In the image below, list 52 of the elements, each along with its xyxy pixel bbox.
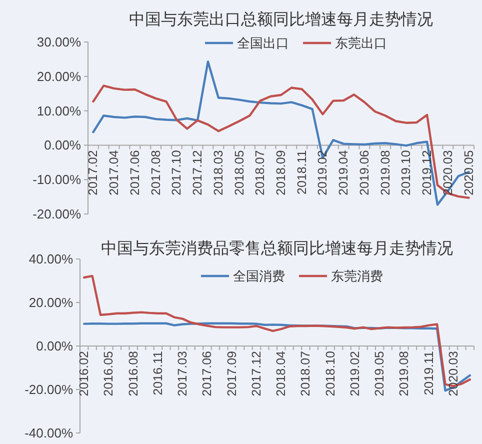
x-tick-label: 2016.02	[77, 350, 92, 396]
x-tick-label: 2019.08	[378, 150, 392, 196]
x-tick-label: 2017.10	[170, 150, 184, 196]
x-tick-label: 2019.05	[372, 350, 387, 396]
x-tick-label: 2019.02	[316, 150, 330, 196]
x-tick-label: 2019.02	[348, 350, 362, 396]
x-tick-label: 2020.03	[446, 350, 460, 396]
x-tick-label: 2017.04	[107, 150, 122, 196]
x-tick-label: 2017.06	[200, 350, 214, 396]
x-tick-label: 2019.12	[420, 150, 434, 196]
y-tick-label: -10.00%	[32, 172, 82, 188]
x-tick-label: 2020.03	[440, 150, 455, 196]
y-tick-label: -20.00%	[32, 206, 82, 222]
y-tick-label: -20.00%	[24, 382, 74, 397]
y-tick-label: 20.00%	[36, 68, 82, 84]
x-tick-label: 2017.06	[128, 150, 142, 196]
chart-title: 中国与东莞出口总额同比增速每月走势情况	[129, 10, 433, 28]
x-tick-label: 2018.07	[298, 350, 313, 396]
y-tick-label: 0.00%	[36, 338, 74, 354]
x-tick-label: 2016.11	[150, 350, 165, 396]
x-tick-label: 2019.10	[399, 150, 414, 196]
x-tick-label: 2017.08	[148, 150, 163, 196]
x-tick-label: 2019.11	[422, 350, 436, 396]
x-tick-label: 2019.08	[397, 350, 412, 396]
x-tick-label: 2016.05	[102, 350, 116, 396]
x-tick-label: 2017.03	[176, 350, 190, 396]
legend-label: 东莞出口	[335, 36, 387, 50]
x-tick-label: 2018.11	[294, 150, 309, 194]
chart-title: 中国与东莞消费品零售总额同比增速每月走势情况	[101, 240, 453, 258]
y-tick-label: -40.00%	[24, 426, 74, 440]
y-tick-label: 20.00%	[28, 295, 74, 310]
x-tick-label: 2018.03	[211, 150, 226, 196]
x-tick-label: 2019.06	[357, 150, 372, 196]
y-tick-label: 30.00%	[36, 34, 82, 50]
x-tick-label: 2018.04	[274, 350, 288, 396]
x-tick-label: 2016.08	[126, 350, 140, 396]
x-tick-label: 2017.02	[86, 150, 100, 196]
legend-label: 全国消费	[233, 268, 285, 284]
x-tick-label: 2017.12	[190, 150, 205, 196]
x-tick-label: 2018.10	[323, 350, 338, 396]
x-tick-label: 2017.09	[224, 350, 239, 396]
y-tick-label: 40.00%	[28, 252, 74, 266]
y-tick-label: 0.00%	[44, 138, 82, 153]
legend-label: 东莞消费	[331, 268, 383, 284]
x-tick-label: 2019.04	[336, 150, 351, 196]
x-tick-label: 2020.05	[462, 150, 476, 196]
x-tick-label: 2018.05	[232, 150, 246, 196]
y-tick-label: 10.00%	[36, 103, 82, 118]
legend-label: 全国出口	[237, 36, 289, 50]
x-tick-label: 2018.07	[253, 150, 268, 196]
x-tick-label: 2018.09	[274, 150, 288, 196]
x-tick-label: 2017.12	[249, 350, 264, 396]
